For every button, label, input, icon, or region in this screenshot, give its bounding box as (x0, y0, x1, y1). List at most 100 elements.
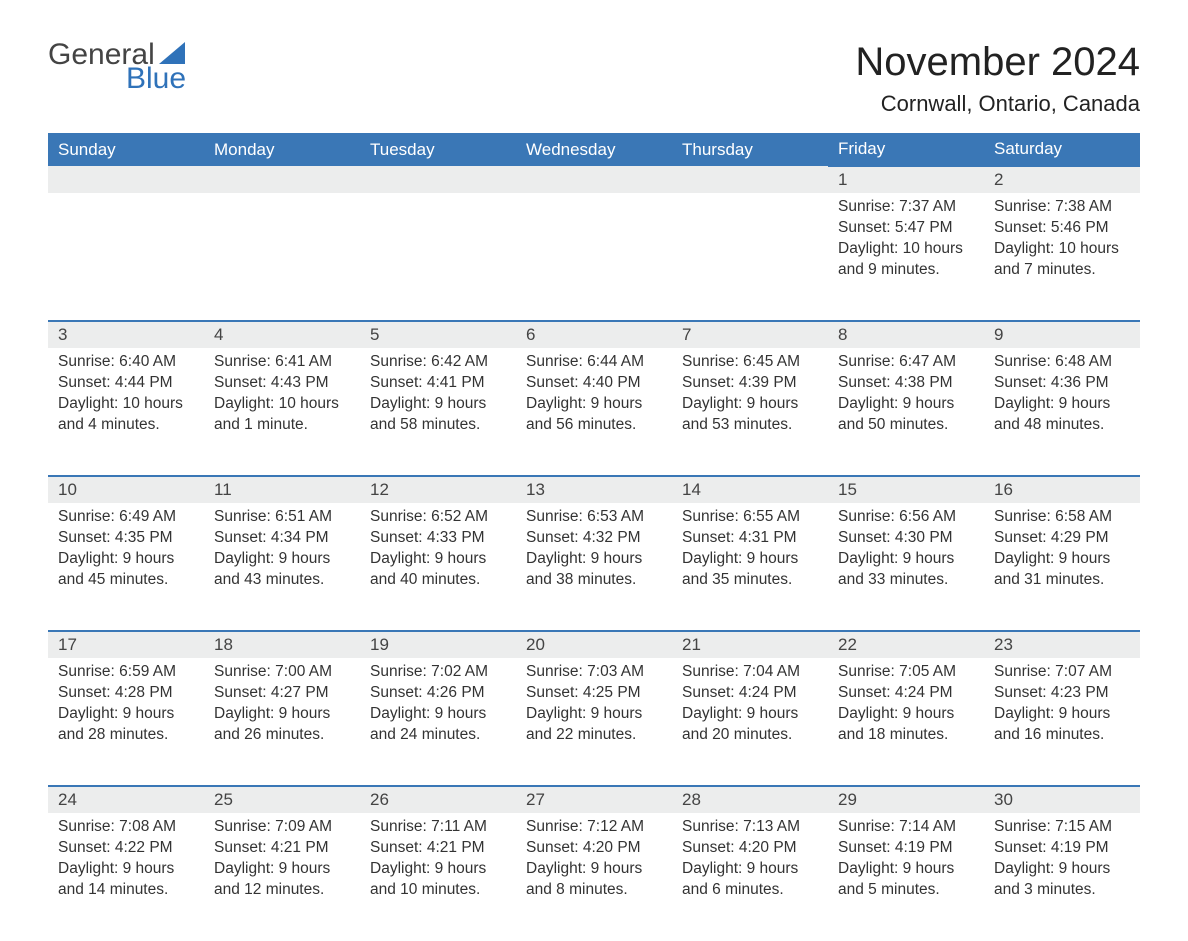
sunrise-text: Sunrise: 6:44 AM (526, 352, 662, 373)
day-cell: Sunrise: 6:53 AMSunset: 4:32 PMDaylight:… (516, 503, 672, 631)
sunset-text: Sunset: 4:26 PM (370, 683, 506, 704)
sunset-text: Sunset: 4:39 PM (682, 373, 818, 394)
day-cell: Sunrise: 6:59 AMSunset: 4:28 PMDaylight:… (48, 658, 204, 786)
day-cell: Sunrise: 6:48 AMSunset: 4:36 PMDaylight:… (984, 348, 1140, 476)
daylight2-text: and 14 minutes. (58, 880, 194, 901)
sunset-text: Sunset: 4:35 PM (58, 528, 194, 549)
daylight1-text: Daylight: 9 hours (370, 704, 506, 725)
sunset-text: Sunset: 4:27 PM (214, 683, 350, 704)
daylight2-text: and 4 minutes. (58, 415, 194, 436)
daylight2-text: and 38 minutes. (526, 570, 662, 591)
day-cell: Sunrise: 6:40 AMSunset: 4:44 PMDaylight:… (48, 348, 204, 476)
daylight1-text: Daylight: 9 hours (58, 549, 194, 570)
day-number: 21 (672, 631, 828, 658)
daylight1-text: Daylight: 9 hours (994, 704, 1130, 725)
day-number: 28 (672, 786, 828, 813)
weekday-header: Thursday (672, 133, 828, 166)
weekday-header-row: Sunday Monday Tuesday Wednesday Thursday… (48, 133, 1140, 166)
sunset-text: Sunset: 4:23 PM (994, 683, 1130, 704)
blank-cell (48, 193, 204, 321)
daylight2-text: and 18 minutes. (838, 725, 974, 746)
day-detail: Sunrise: 6:45 AMSunset: 4:39 PMDaylight:… (672, 348, 828, 436)
daylight1-text: Daylight: 9 hours (994, 549, 1130, 570)
calendar-table: Sunday Monday Tuesday Wednesday Thursday… (48, 133, 1140, 941)
daylight2-text: and 33 minutes. (838, 570, 974, 591)
day-detail: Sunrise: 6:53 AMSunset: 4:32 PMDaylight:… (516, 503, 672, 591)
sunrise-text: Sunrise: 6:51 AM (214, 507, 350, 528)
sunset-text: Sunset: 4:43 PM (214, 373, 350, 394)
detail-row: Sunrise: 6:49 AMSunset: 4:35 PMDaylight:… (48, 503, 1140, 631)
day-cell: Sunrise: 7:00 AMSunset: 4:27 PMDaylight:… (204, 658, 360, 786)
sunset-text: Sunset: 4:20 PM (526, 838, 662, 859)
day-cell: Sunrise: 7:05 AMSunset: 4:24 PMDaylight:… (828, 658, 984, 786)
daylight1-text: Daylight: 9 hours (526, 859, 662, 880)
sunset-text: Sunset: 4:28 PM (58, 683, 194, 704)
daylight1-text: Daylight: 10 hours (838, 239, 974, 260)
sunset-text: Sunset: 4:34 PM (214, 528, 350, 549)
day-number: 25 (204, 786, 360, 813)
daylight1-text: Daylight: 9 hours (526, 394, 662, 415)
sunrise-text: Sunrise: 7:02 AM (370, 662, 506, 683)
sunset-text: Sunset: 4:32 PM (526, 528, 662, 549)
day-detail: Sunrise: 7:38 AMSunset: 5:46 PMDaylight:… (984, 193, 1140, 281)
day-cell: Sunrise: 6:42 AMSunset: 4:41 PMDaylight:… (360, 348, 516, 476)
day-cell: Sunrise: 7:02 AMSunset: 4:26 PMDaylight:… (360, 658, 516, 786)
day-cell: Sunrise: 7:37 AMSunset: 5:47 PMDaylight:… (828, 193, 984, 321)
daylight1-text: Daylight: 9 hours (58, 704, 194, 725)
sunset-text: Sunset: 4:29 PM (994, 528, 1130, 549)
day-number: 4 (204, 321, 360, 348)
day-cell: Sunrise: 7:15 AMSunset: 4:19 PMDaylight:… (984, 813, 1140, 941)
day-cell: Sunrise: 6:58 AMSunset: 4:29 PMDaylight:… (984, 503, 1140, 631)
sunrise-text: Sunrise: 7:08 AM (58, 817, 194, 838)
daylight1-text: Daylight: 9 hours (214, 549, 350, 570)
day-cell: Sunrise: 6:47 AMSunset: 4:38 PMDaylight:… (828, 348, 984, 476)
blank-day (672, 166, 828, 193)
sunrise-text: Sunrise: 7:12 AM (526, 817, 662, 838)
sunrise-text: Sunrise: 6:56 AM (838, 507, 974, 528)
day-number: 5 (360, 321, 516, 348)
day-cell: Sunrise: 6:56 AMSunset: 4:30 PMDaylight:… (828, 503, 984, 631)
daylight1-text: Daylight: 9 hours (214, 859, 350, 880)
weekday-header: Friday (828, 133, 984, 166)
day-cell: Sunrise: 7:09 AMSunset: 4:21 PMDaylight:… (204, 813, 360, 941)
sunset-text: Sunset: 4:24 PM (682, 683, 818, 704)
daylight2-text: and 50 minutes. (838, 415, 974, 436)
daylight2-text: and 56 minutes. (526, 415, 662, 436)
daylight1-text: Daylight: 9 hours (838, 394, 974, 415)
sunset-text: Sunset: 4:36 PM (994, 373, 1130, 394)
day-detail: Sunrise: 7:04 AMSunset: 4:24 PMDaylight:… (672, 658, 828, 746)
sunset-text: Sunset: 4:21 PM (214, 838, 350, 859)
weekday-header: Wednesday (516, 133, 672, 166)
day-number: 24 (48, 786, 204, 813)
sunrise-text: Sunrise: 7:38 AM (994, 197, 1130, 218)
day-number: 30 (984, 786, 1140, 813)
daynum-row: 3456789 (48, 321, 1140, 348)
daylight1-text: Daylight: 9 hours (994, 394, 1130, 415)
sunrise-text: Sunrise: 7:13 AM (682, 817, 818, 838)
day-detail: Sunrise: 7:15 AMSunset: 4:19 PMDaylight:… (984, 813, 1140, 901)
sunset-text: Sunset: 4:25 PM (526, 683, 662, 704)
sunrise-text: Sunrise: 7:04 AM (682, 662, 818, 683)
logo-text-blue: Blue (126, 64, 186, 94)
blank-cell (204, 193, 360, 321)
daylight2-text: and 53 minutes. (682, 415, 818, 436)
daylight1-text: Daylight: 9 hours (682, 549, 818, 570)
daynum-row: 24252627282930 (48, 786, 1140, 813)
daylight1-text: Daylight: 9 hours (58, 859, 194, 880)
day-detail: Sunrise: 7:08 AMSunset: 4:22 PMDaylight:… (48, 813, 204, 901)
daylight1-text: Daylight: 9 hours (838, 704, 974, 725)
daylight1-text: Daylight: 10 hours (214, 394, 350, 415)
weekday-header: Sunday (48, 133, 204, 166)
day-detail: Sunrise: 6:56 AMSunset: 4:30 PMDaylight:… (828, 503, 984, 591)
daylight1-text: Daylight: 9 hours (682, 394, 818, 415)
day-detail: Sunrise: 6:42 AMSunset: 4:41 PMDaylight:… (360, 348, 516, 436)
daylight1-text: Daylight: 9 hours (370, 859, 506, 880)
day-detail: Sunrise: 7:00 AMSunset: 4:27 PMDaylight:… (204, 658, 360, 746)
day-number: 13 (516, 476, 672, 503)
daylight2-text: and 9 minutes. (838, 260, 974, 281)
day-number: 20 (516, 631, 672, 658)
day-number: 2 (984, 166, 1140, 193)
day-cell: Sunrise: 6:45 AMSunset: 4:39 PMDaylight:… (672, 348, 828, 476)
sunset-text: Sunset: 4:33 PM (370, 528, 506, 549)
daylight2-text: and 43 minutes. (214, 570, 350, 591)
